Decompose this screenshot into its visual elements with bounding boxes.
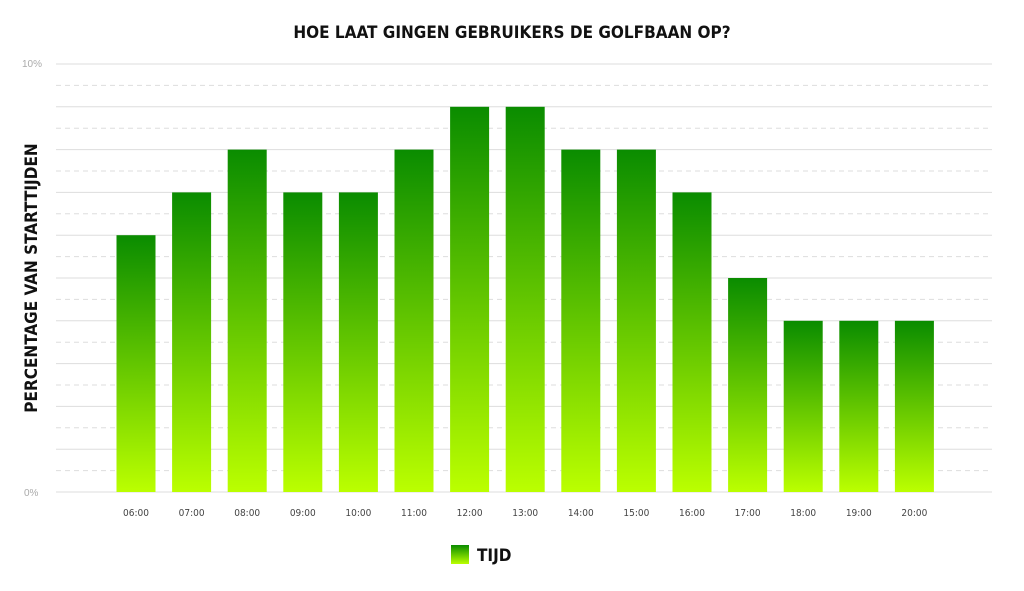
bar-1900 [839,320,879,492]
bar-1200 [450,106,490,493]
x-tick-1000: 10:00 [345,508,371,519]
bar-1100 [394,149,434,492]
x-tick-2000: 20:00 [901,508,927,519]
bar-1000 [338,192,378,492]
x-tick-1300: 13:00 [512,508,538,519]
legend-swatch [451,545,469,564]
bar-2000 [894,320,934,492]
legend-label: TIJD [477,546,512,566]
chart-title: HOE LAAT GINGEN GEBRUIKERS DE GOLFBAAN O… [293,23,730,43]
bars [116,106,934,493]
legend: TIJD [451,545,512,566]
y-tick-bottom: 0% [24,488,39,499]
bar-1300 [505,106,545,493]
x-tick-0800: 08:00 [234,508,260,519]
bar-1600 [672,192,712,492]
y-tick-top: 10% [22,59,42,70]
x-tick-0900: 09:00 [290,508,316,519]
x-tick-1200: 12:00 [457,508,483,519]
bar-0600 [116,235,156,492]
x-tick-1600: 16:00 [679,508,705,519]
bar-1500 [616,149,656,492]
bar-1400 [561,149,601,492]
x-tick-1500: 15:00 [623,508,649,519]
x-tick-1800: 18:00 [790,508,816,519]
bar-0700 [172,192,212,492]
x-tick-1900: 19:00 [846,508,872,519]
bar-0800 [227,149,267,492]
x-tick-1100: 11:00 [401,508,427,519]
x-tick-1700: 17:00 [735,508,761,519]
bar-1700 [728,278,768,492]
x-tick-labels: 06:00 07:00 08:00 09:00 10:00 11:00 12:00 13:00… [123,508,928,519]
x-tick-0600: 06:00 [123,508,149,519]
bar-1800 [783,320,823,492]
bar-0900 [283,192,323,492]
x-tick-0700: 07:00 [179,508,205,519]
x-tick-1400: 14:00 [568,508,594,519]
y-axis-label: PERCENTAGE VAN STARTTIJDEN [22,143,42,412]
